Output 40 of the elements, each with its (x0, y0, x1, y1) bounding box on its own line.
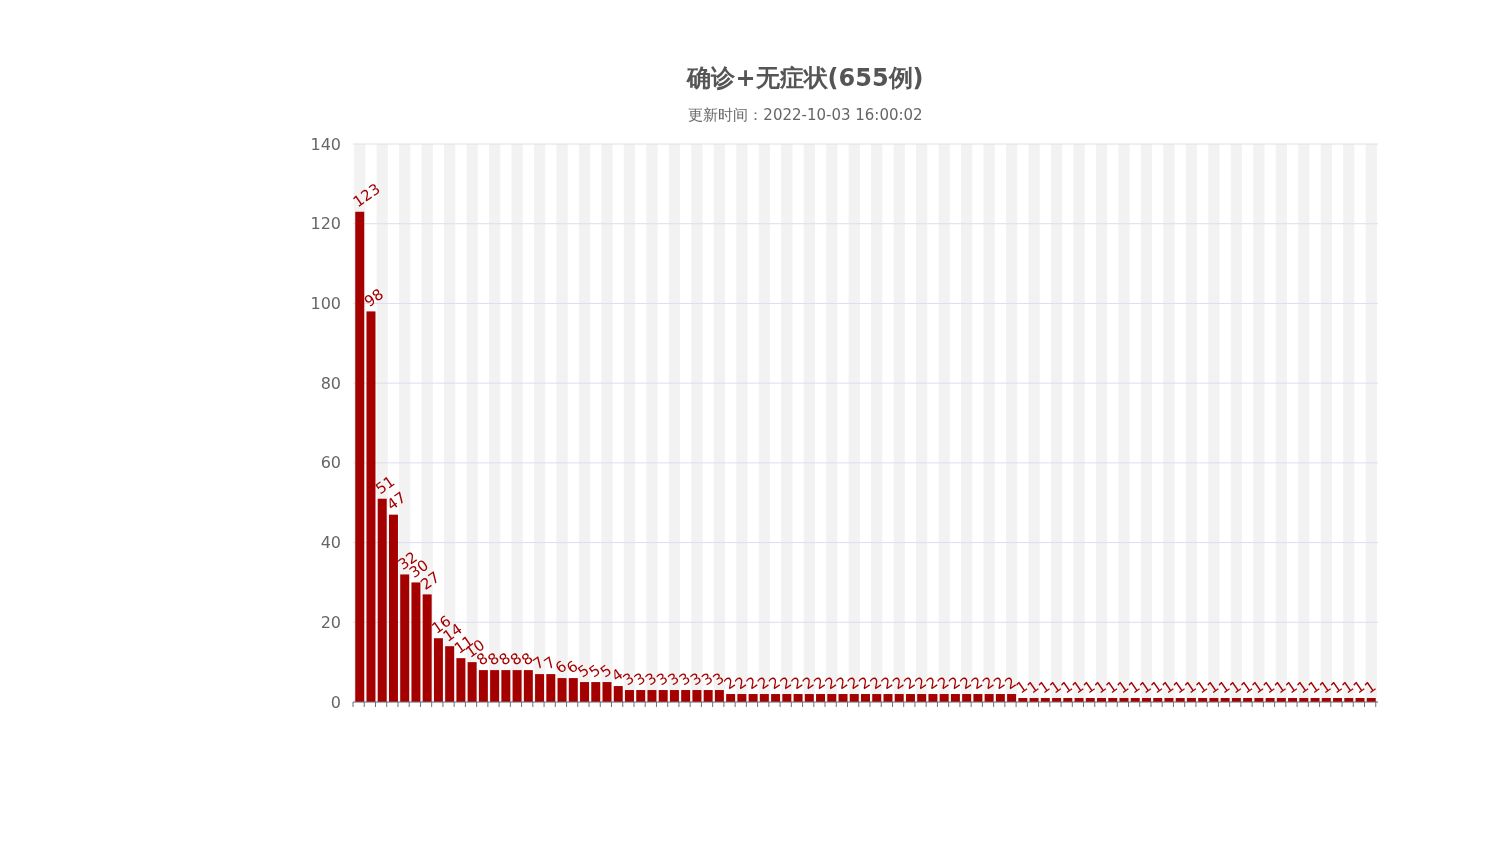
bar (400, 574, 410, 702)
y-tick-label: 140 (310, 134, 341, 154)
bar (568, 678, 578, 702)
bar (490, 670, 500, 702)
bar (445, 646, 455, 702)
y-tick-label: 120 (310, 214, 341, 234)
bar (692, 690, 702, 702)
bar (613, 686, 623, 702)
bar (512, 670, 522, 702)
data-label: 98 (360, 284, 387, 311)
bar (411, 582, 421, 702)
bar (681, 690, 691, 702)
bar (501, 670, 511, 702)
y-tick-label: 0 (330, 692, 341, 712)
bar (703, 690, 713, 702)
bar (624, 690, 634, 702)
y-tick-label: 40 (320, 533, 341, 553)
bar (422, 594, 432, 702)
bar (591, 682, 601, 702)
bar (478, 670, 488, 702)
bar (433, 638, 443, 702)
bar (456, 658, 466, 702)
bar (580, 682, 590, 702)
bar (714, 690, 724, 702)
bar (647, 690, 657, 702)
bar (636, 690, 646, 702)
data-label: 123 (349, 179, 384, 212)
bar (523, 670, 533, 702)
bar (557, 678, 567, 702)
bar (535, 674, 545, 702)
y-tick-label: 100 (310, 294, 341, 314)
bar (467, 662, 477, 702)
bar (546, 674, 556, 702)
y-tick-label: 20 (320, 612, 341, 632)
y-tick-label: 80 (320, 373, 341, 393)
bar (669, 690, 679, 702)
chart-title: 确诊+无症状(655例) (686, 64, 924, 92)
bar (658, 690, 668, 702)
chart-subtitle: 更新时间：2022-10-03 16:00:02 (688, 106, 923, 124)
y-tick-label: 60 (320, 453, 341, 473)
